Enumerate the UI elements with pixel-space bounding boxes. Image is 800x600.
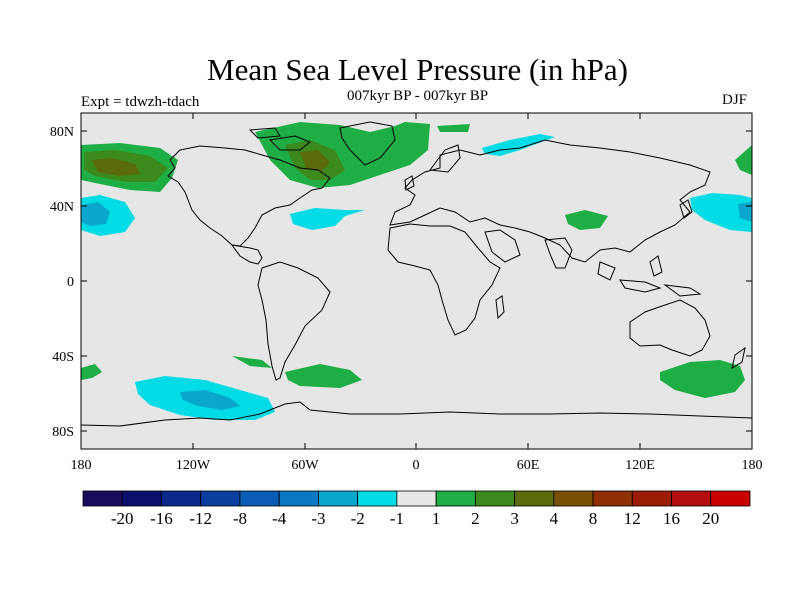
experiment-label: Expt = tdwzh-tdach bbox=[81, 94, 200, 110]
colorbar: -20 -16 -12 -8 -4 -3 -2 -1 1 2 3 4 8 12 16 20 bbox=[82, 490, 751, 528]
map-title: Mean Sea Level Pressure (in hPa) bbox=[207, 52, 628, 87]
anomaly-region-positive-7 bbox=[437, 124, 470, 132]
coastline-arctic-islands bbox=[248, 127, 311, 151]
anomaly-region-positive-3 bbox=[92, 158, 140, 176]
colorbar-swatch bbox=[318, 490, 359, 507]
coastline-antarctica bbox=[81, 401, 752, 427]
coastline-british-isles bbox=[404, 175, 415, 191]
pressure-anomaly-fields bbox=[81, 122, 752, 420]
colorbar-swatch bbox=[435, 490, 476, 507]
colorbar-swatch bbox=[121, 490, 162, 507]
coastline-scandinavia bbox=[429, 144, 461, 173]
anomaly-region-negative-3 bbox=[690, 193, 752, 232]
coastline-north-america bbox=[167, 145, 331, 247]
colorbar-swatch bbox=[553, 490, 594, 507]
colorbar-label: -8 bbox=[233, 509, 247, 528]
lon-label-120w: 120W bbox=[176, 458, 211, 473]
anomaly-region-positive-9 bbox=[735, 145, 752, 175]
coastline-se-asia bbox=[597, 255, 702, 297]
lon-label-0: 0 bbox=[413, 458, 420, 473]
colorbar-label: -4 bbox=[272, 509, 287, 528]
map-subtitle: 007kyr BP - 007kyr BP bbox=[346, 88, 489, 104]
anomaly-region-positive-6 bbox=[300, 150, 330, 172]
coastlines bbox=[81, 121, 752, 427]
colorbar-label: 1 bbox=[432, 509, 441, 528]
colorbar-label: -3 bbox=[311, 509, 325, 528]
colorbar-label: -1 bbox=[390, 509, 404, 528]
colorbar-swatch bbox=[592, 490, 633, 507]
lon-label-60w: 60W bbox=[291, 458, 319, 473]
coastline-greenland bbox=[339, 121, 396, 166]
coastline-india bbox=[544, 237, 573, 269]
coastline-eurasia bbox=[389, 139, 711, 263]
anomaly-region-negative-2 bbox=[81, 202, 110, 226]
coastline-africa bbox=[387, 223, 501, 336]
colorbar-label: 4 bbox=[550, 509, 559, 528]
colorbar-swatch bbox=[82, 490, 123, 507]
anomaly-region-negative-8 bbox=[180, 390, 240, 410]
anomaly-region-negative-4 bbox=[738, 202, 752, 222]
colorbar-label: -16 bbox=[150, 509, 173, 528]
coastline-japan bbox=[679, 199, 693, 219]
colorbar-swatch bbox=[396, 490, 437, 507]
coastline-australia bbox=[629, 299, 711, 357]
lon-label-180e: 180 bbox=[742, 458, 763, 473]
colorbar-label: 3 bbox=[510, 509, 519, 528]
colorbar-label: 16 bbox=[663, 509, 680, 528]
anomaly-region-negative-6 bbox=[482, 134, 555, 156]
colorbar-label: -20 bbox=[111, 509, 134, 528]
lon-label-60e: 60E bbox=[517, 458, 540, 473]
anomaly-region-positive-4 bbox=[255, 122, 430, 188]
lat-label-80s: 80S bbox=[52, 425, 74, 440]
colorbar-label: 12 bbox=[624, 509, 641, 528]
anomaly-region-positive-12 bbox=[660, 360, 745, 398]
lat-label-80n: 80N bbox=[50, 125, 74, 140]
colorbar-swatch bbox=[514, 490, 555, 507]
lat-label-0: 0 bbox=[67, 275, 74, 290]
colorbar-swatch bbox=[631, 490, 672, 507]
coastline-madagascar bbox=[495, 295, 505, 320]
colorbar-label: -12 bbox=[189, 509, 212, 528]
colorbar-swatch bbox=[239, 490, 280, 507]
anomaly-region-positive-13 bbox=[81, 364, 102, 380]
colorbar-swatch bbox=[710, 490, 751, 507]
colorbar-swatch bbox=[474, 490, 515, 507]
colorbar-label: 8 bbox=[589, 509, 598, 528]
anomaly-region-positive-11 bbox=[285, 364, 362, 388]
colorbar-label: 20 bbox=[702, 509, 719, 528]
colorbar-swatch bbox=[200, 490, 241, 507]
latitude-axis: 80N 40N 0 40S 80S bbox=[50, 125, 752, 440]
coastline-central-america bbox=[230, 244, 263, 265]
coastline-south-america bbox=[257, 261, 331, 381]
coastline-arabia bbox=[484, 229, 521, 263]
anomaly-region-positive-8 bbox=[565, 210, 608, 230]
lon-label-120e: 120E bbox=[625, 458, 655, 473]
lat-label-40n: 40N bbox=[50, 200, 74, 215]
colorbar-swatch bbox=[278, 490, 319, 507]
coastline-new-zealand bbox=[731, 346, 746, 370]
anomaly-region-negative-5 bbox=[290, 208, 365, 230]
lat-label-40s: 40S bbox=[52, 350, 74, 365]
longitude-axis: 180 120W 60W 0 60E 120E 180 bbox=[71, 113, 763, 473]
colorbar-swatch bbox=[161, 490, 202, 507]
colorbar-swatch bbox=[357, 490, 398, 507]
anomaly-region-positive-10 bbox=[232, 356, 272, 368]
lon-label-180w: 180 bbox=[71, 458, 92, 473]
colorbar-label: 2 bbox=[471, 509, 480, 528]
colorbar-swatch bbox=[671, 490, 712, 507]
season-label: DJF bbox=[722, 92, 748, 108]
colorbar-label: -2 bbox=[351, 509, 365, 528]
